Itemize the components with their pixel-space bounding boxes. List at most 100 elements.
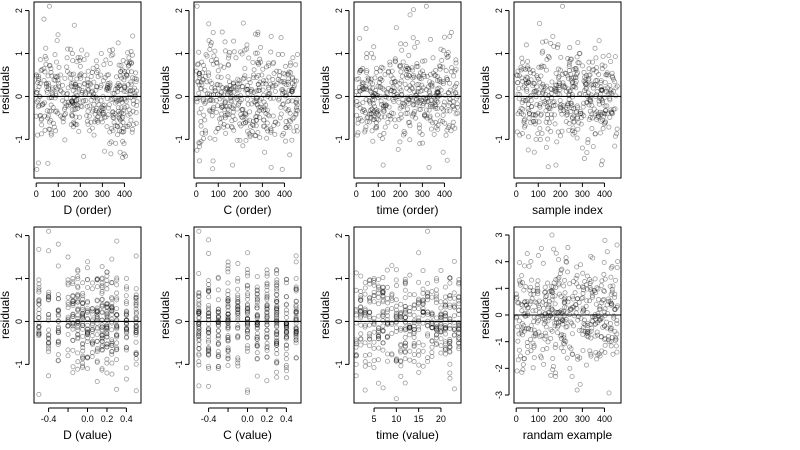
data-point — [546, 302, 552, 308]
data-point — [294, 97, 300, 103]
data-point — [369, 106, 375, 112]
data-point — [433, 124, 439, 130]
data-point — [110, 96, 116, 102]
data-point — [357, 68, 363, 74]
data-point — [196, 309, 202, 315]
data-point — [541, 361, 547, 367]
data-point — [215, 68, 221, 74]
data-point — [99, 367, 105, 373]
data-point — [585, 321, 591, 327]
data-point — [293, 340, 299, 346]
data-point — [364, 118, 370, 124]
data-point — [274, 342, 280, 348]
data-point — [46, 289, 52, 295]
data-point — [229, 124, 235, 130]
data-point — [429, 80, 435, 86]
data-point — [534, 75, 540, 81]
data-point — [283, 334, 289, 340]
data-point — [377, 133, 383, 139]
data-point — [407, 305, 413, 311]
data-point — [420, 297, 426, 303]
data-point — [393, 358, 399, 364]
data-point — [200, 62, 206, 68]
data-point — [133, 351, 139, 357]
data-point — [55, 330, 61, 336]
data-point — [114, 123, 120, 129]
data-point — [104, 324, 110, 330]
data-point — [562, 85, 568, 91]
data-point — [411, 323, 417, 329]
data-point — [362, 363, 368, 369]
data-point — [68, 83, 74, 89]
data-point — [452, 125, 458, 131]
data-point — [522, 299, 528, 305]
data-point — [370, 97, 376, 103]
data-point — [258, 104, 264, 110]
data-point — [215, 353, 221, 359]
data-point — [41, 100, 47, 106]
data-point — [558, 102, 564, 108]
data-point — [52, 73, 58, 79]
data-point — [254, 313, 260, 319]
data-point — [35, 80, 41, 86]
data-point — [75, 366, 81, 372]
data-point — [132, 76, 138, 82]
data-point — [591, 82, 597, 88]
data-point — [362, 387, 368, 393]
data-point — [280, 70, 286, 76]
data-point — [541, 83, 547, 89]
data-point — [516, 331, 522, 337]
data-point — [593, 316, 599, 322]
data-point — [62, 104, 68, 110]
data-point — [196, 140, 202, 146]
data-point — [294, 102, 300, 108]
data-point — [230, 162, 236, 168]
data-point — [358, 293, 364, 299]
data-point — [254, 60, 260, 66]
data-point — [215, 297, 221, 303]
data-point — [595, 352, 601, 358]
data-point — [287, 60, 293, 66]
data-point — [531, 89, 537, 95]
data-point — [80, 300, 86, 306]
data-point — [374, 109, 380, 115]
data-point — [283, 342, 289, 348]
data-point — [70, 302, 76, 308]
data-point — [283, 280, 289, 286]
data-point — [104, 356, 110, 362]
data-point — [207, 107, 213, 113]
data-point — [525, 75, 531, 81]
data-point — [196, 305, 202, 311]
data-point — [122, 105, 128, 111]
data-point — [530, 365, 536, 371]
data-point — [196, 325, 202, 331]
data-point — [425, 289, 431, 295]
data-point — [196, 94, 202, 100]
data-point — [196, 311, 202, 317]
data-point — [125, 50, 131, 56]
data-point — [75, 315, 81, 321]
data-point — [519, 280, 525, 286]
data-point — [440, 149, 446, 155]
data-point — [541, 321, 547, 327]
data-point — [433, 327, 439, 333]
data-point — [274, 81, 280, 87]
data-point — [241, 114, 247, 120]
data-point — [397, 86, 403, 92]
data-point — [199, 130, 205, 136]
data-point — [247, 117, 253, 123]
data-point — [354, 339, 359, 345]
data-point — [591, 313, 597, 319]
data-point — [407, 324, 413, 330]
data-point — [198, 106, 204, 112]
data-point — [266, 74, 272, 80]
data-point — [74, 96, 80, 102]
data-point — [379, 77, 385, 83]
data-point — [215, 287, 221, 293]
data-point — [264, 280, 270, 286]
data-point — [112, 111, 118, 117]
data-point — [279, 87, 285, 93]
data-point — [402, 315, 408, 321]
data-point — [561, 283, 567, 289]
data-point — [358, 304, 364, 310]
